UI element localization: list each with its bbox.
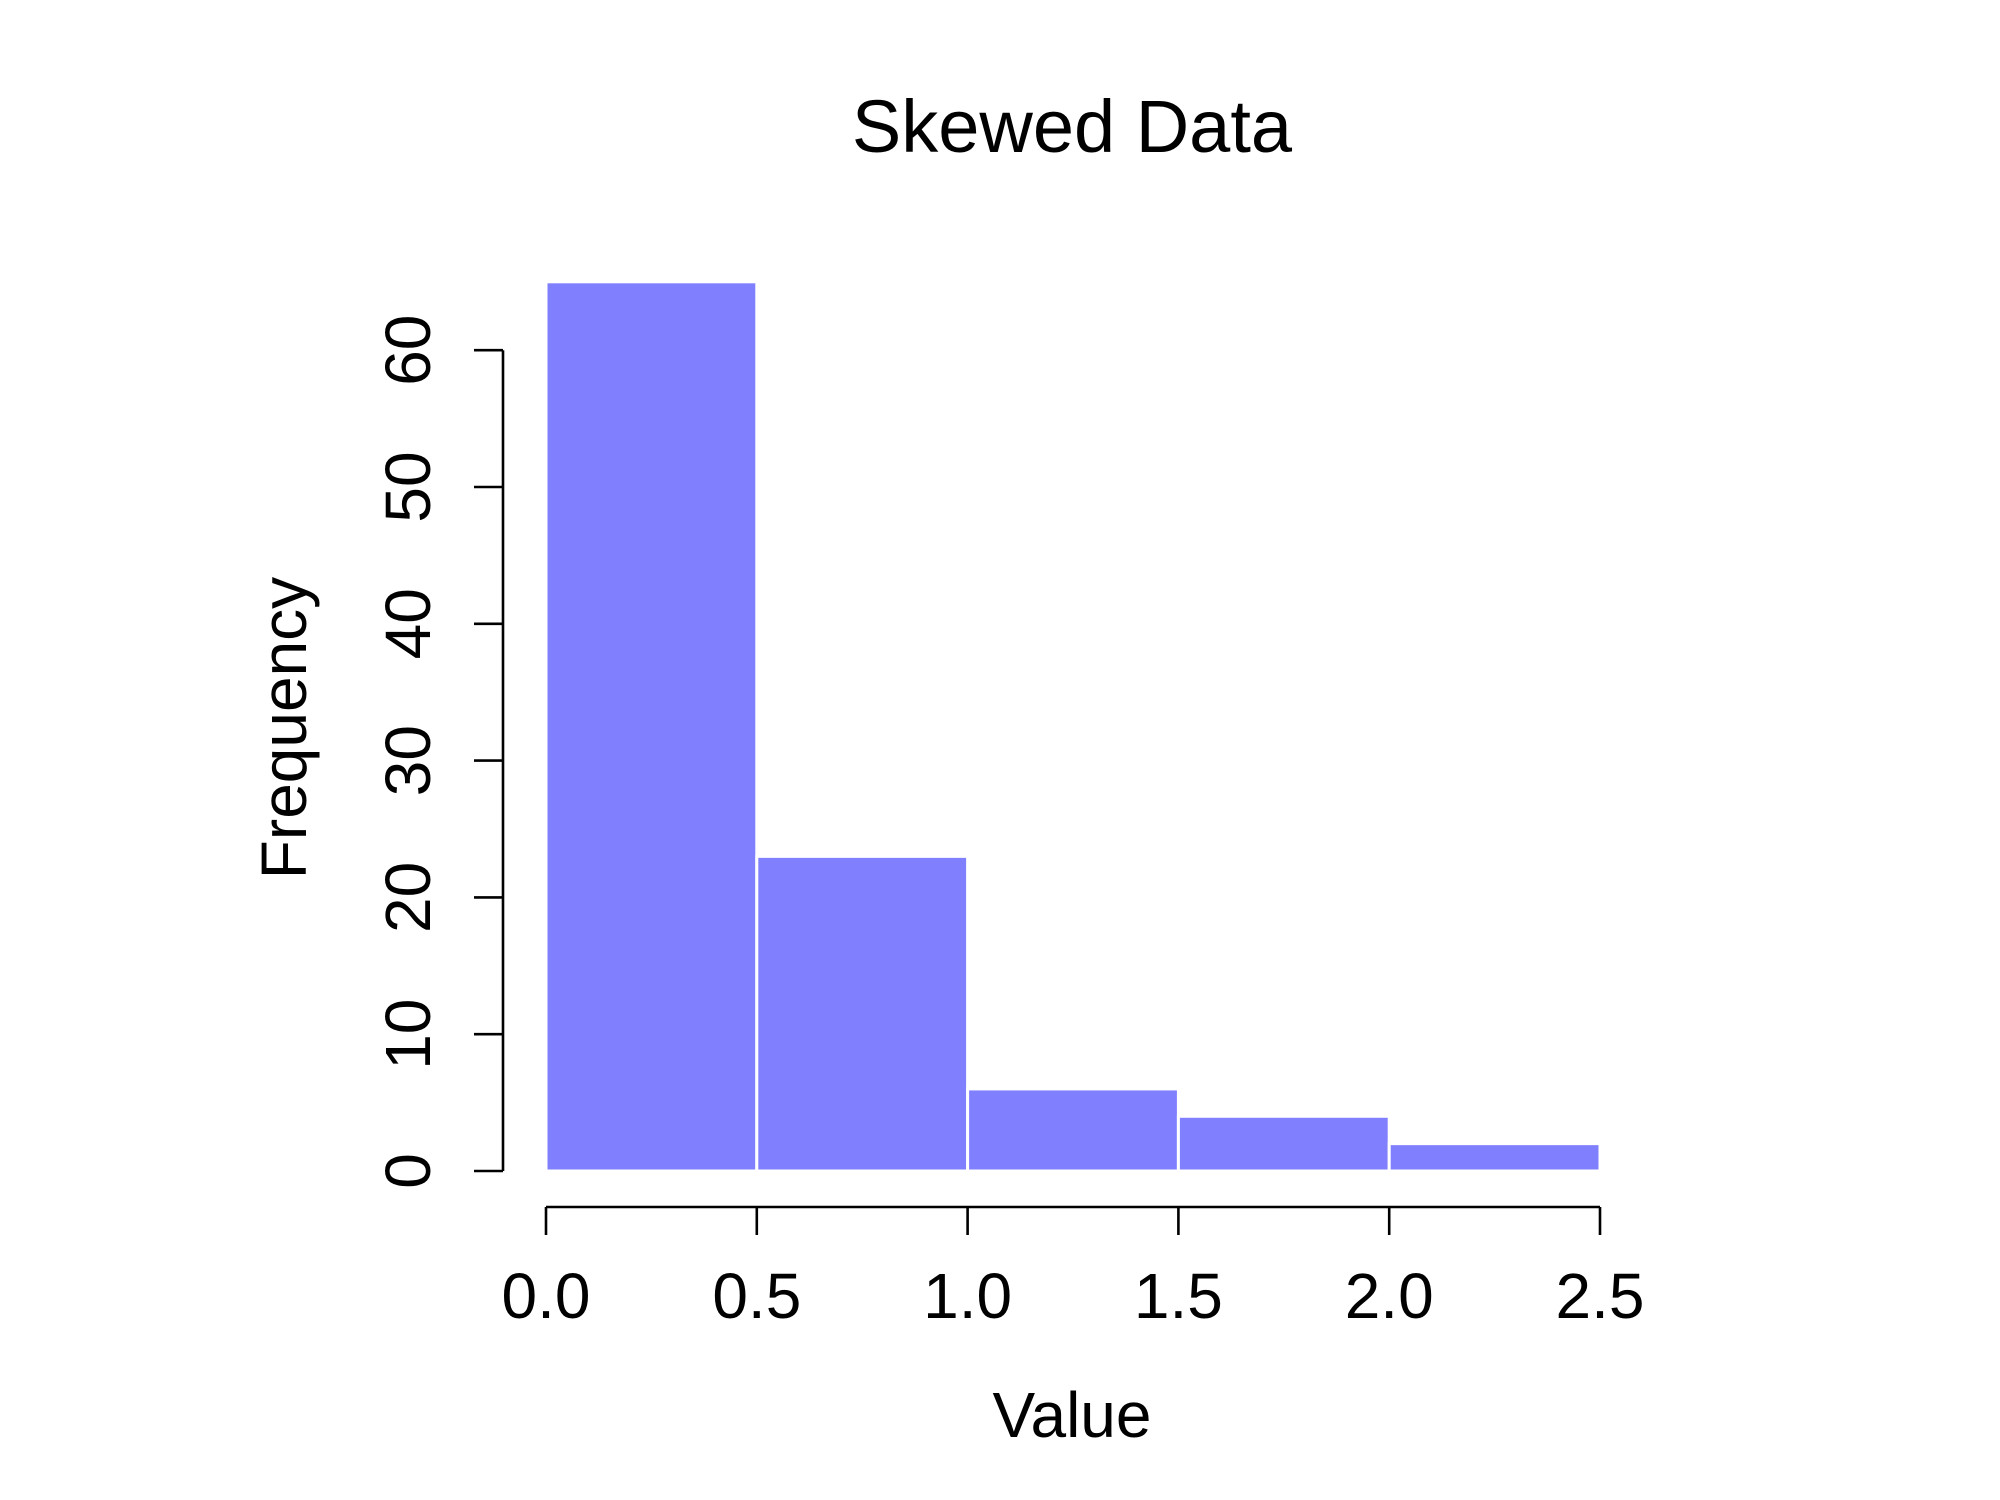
x-tick-label: 1.0	[923, 1260, 1012, 1332]
y-tick-label: 50	[372, 451, 444, 522]
x-axis: 0.0 0.5 1.0 1.5 2.0 2.5	[502, 1205, 1645, 1332]
histogram-bar-4	[1387, 1142, 1602, 1173]
y-tick-label: 60	[372, 315, 444, 386]
histogram-bar-1	[755, 854, 970, 1173]
x-tick-label: 2.0	[1345, 1260, 1434, 1332]
x-axis-label: Value	[993, 1379, 1152, 1451]
y-axis-label: Frequency	[248, 577, 320, 879]
y-tick-label: 30	[372, 725, 444, 796]
x-tick-label: 0.5	[712, 1260, 801, 1332]
bars-group	[544, 280, 1602, 1173]
x-tick-label: 1.5	[1134, 1260, 1223, 1332]
y-tick-label: 40	[372, 588, 444, 659]
y-tick-label: 0	[372, 1153, 444, 1189]
x-tick-label: 2.5	[1556, 1260, 1645, 1332]
histogram-bar-0	[544, 280, 759, 1173]
histogram-bar-3	[1176, 1114, 1391, 1173]
x-tick-label: 0.0	[502, 1260, 591, 1332]
y-tick-label: 10	[372, 999, 444, 1070]
histogram-bar-2	[966, 1087, 1180, 1173]
y-axis: 0 10 20 30 40 50 60	[372, 315, 505, 1189]
chart-title: Skewed Data	[852, 85, 1293, 168]
y-tick-label: 20	[372, 862, 444, 933]
